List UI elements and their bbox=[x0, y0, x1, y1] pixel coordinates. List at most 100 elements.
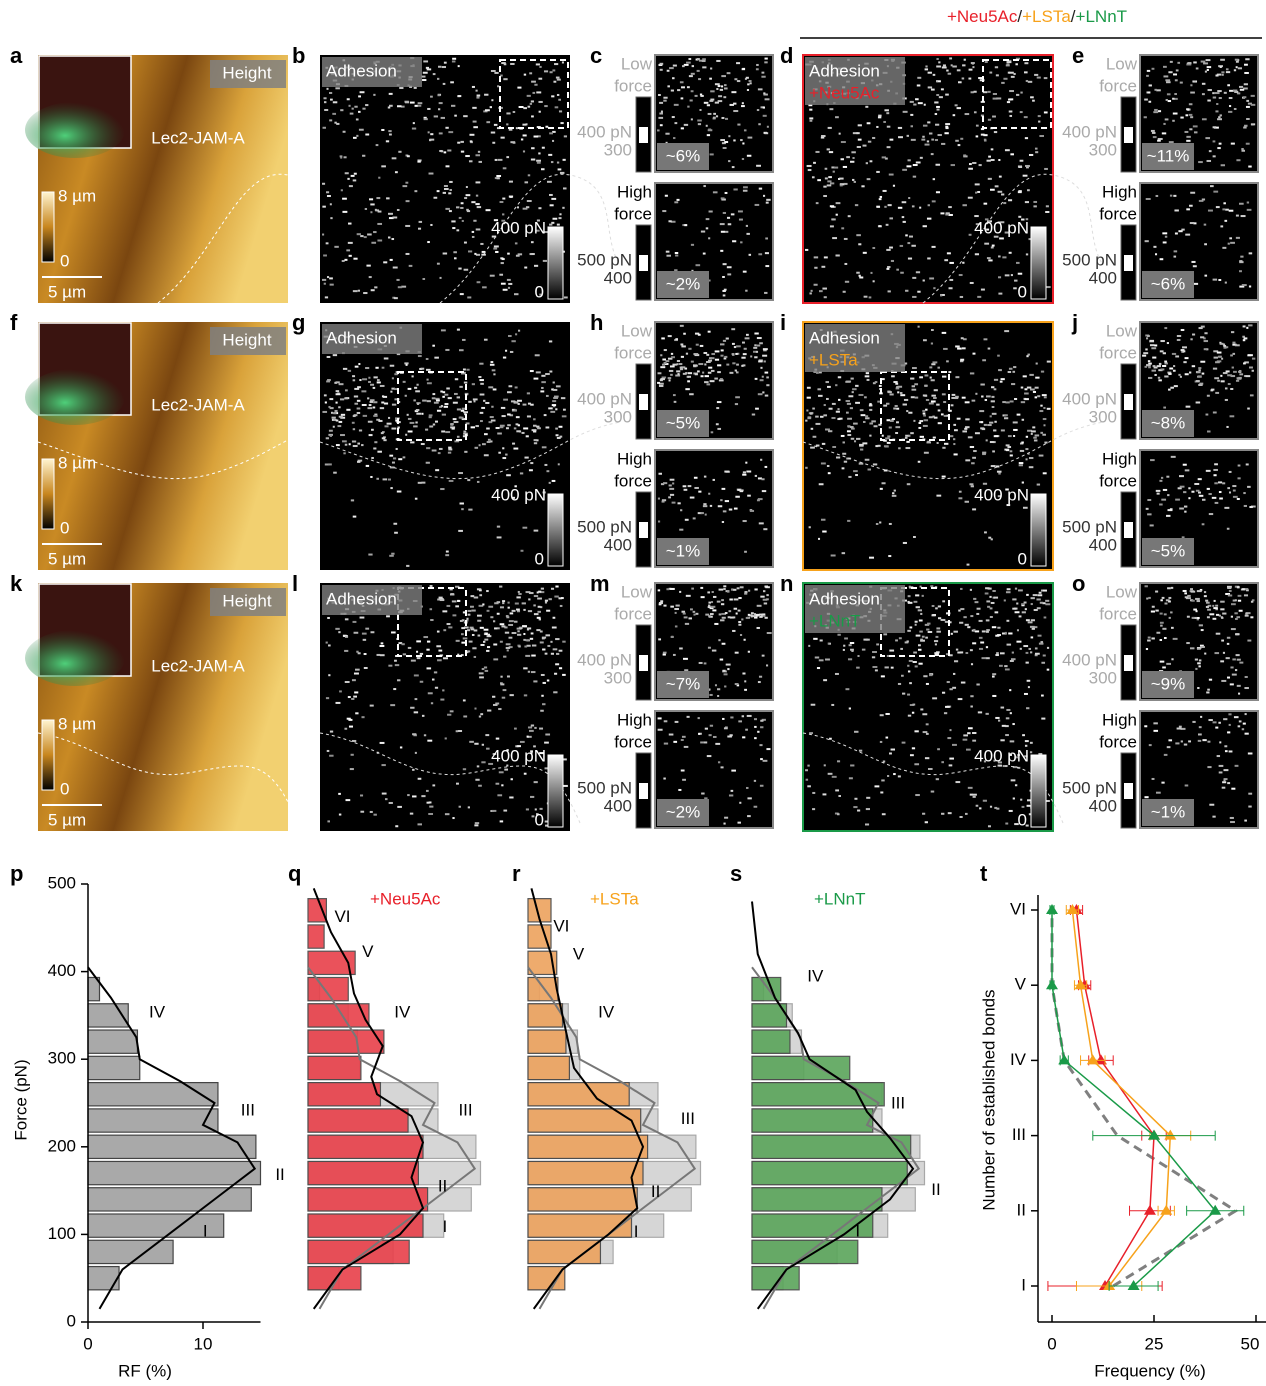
speckle bbox=[962, 430, 967, 432]
speckle bbox=[836, 202, 841, 204]
speckle bbox=[828, 472, 831, 474]
speckle bbox=[1045, 211, 1049, 213]
speckle bbox=[553, 397, 558, 399]
speckle bbox=[353, 621, 357, 623]
speckle bbox=[1181, 740, 1183, 742]
speckle bbox=[701, 231, 705, 233]
colorbar-label: 400 pN bbox=[974, 218, 1029, 237]
speckle bbox=[763, 760, 768, 762]
speckle bbox=[1163, 352, 1166, 354]
speckle bbox=[472, 647, 476, 649]
speckle bbox=[979, 807, 981, 809]
speckle bbox=[459, 349, 464, 351]
speckle bbox=[742, 474, 746, 476]
speckle bbox=[869, 435, 871, 437]
speckle bbox=[1206, 470, 1211, 472]
speckle bbox=[922, 636, 925, 638]
speckle bbox=[681, 739, 684, 741]
speckle bbox=[406, 253, 410, 255]
speckle bbox=[756, 165, 761, 167]
speckle bbox=[429, 414, 433, 416]
speckle bbox=[490, 364, 495, 366]
speckle bbox=[1025, 201, 1029, 203]
speckle bbox=[1180, 376, 1182, 378]
speckle bbox=[531, 655, 535, 657]
speckle bbox=[1009, 72, 1014, 74]
peak-label: I bbox=[203, 1221, 208, 1240]
speckle bbox=[432, 393, 435, 395]
speckle bbox=[413, 425, 418, 427]
speckle bbox=[1220, 601, 1225, 603]
speckle bbox=[541, 674, 545, 676]
speckle bbox=[343, 131, 346, 133]
colorbar-label: 500 pN bbox=[577, 778, 632, 797]
speckle bbox=[1213, 155, 1216, 157]
speckle bbox=[339, 814, 341, 816]
speckle bbox=[555, 106, 559, 108]
panel-letter: d bbox=[780, 43, 793, 68]
speckle bbox=[395, 664, 399, 666]
speckle bbox=[460, 293, 464, 295]
speckle bbox=[522, 527, 527, 529]
speckle bbox=[454, 115, 457, 117]
speckle bbox=[547, 645, 550, 647]
speckle bbox=[443, 253, 447, 255]
speckle bbox=[695, 95, 698, 97]
speckle bbox=[470, 595, 474, 597]
speckle bbox=[1249, 285, 1251, 287]
speckle bbox=[1206, 414, 1209, 416]
speckle bbox=[669, 484, 672, 486]
speckle bbox=[854, 731, 858, 733]
speckle bbox=[529, 72, 532, 74]
colorbar-label: 0 bbox=[535, 282, 544, 301]
speckle bbox=[531, 241, 534, 243]
speckle bbox=[352, 740, 356, 742]
speckle bbox=[706, 227, 708, 229]
speckle bbox=[919, 631, 922, 633]
speckle bbox=[360, 794, 363, 796]
speckle bbox=[1190, 588, 1193, 590]
speckle bbox=[724, 356, 727, 358]
speckle bbox=[475, 779, 479, 781]
speckle bbox=[732, 166, 735, 168]
speckle bbox=[728, 160, 730, 162]
speckle bbox=[725, 118, 728, 120]
speckle bbox=[1044, 616, 1047, 618]
speckle bbox=[528, 671, 530, 673]
speckle bbox=[493, 620, 495, 622]
speckle bbox=[380, 385, 385, 387]
speckle bbox=[1197, 648, 1201, 650]
speckle bbox=[880, 488, 883, 490]
speckle bbox=[488, 386, 493, 388]
speckle bbox=[1168, 509, 1173, 511]
speckle bbox=[913, 164, 918, 166]
speckle bbox=[914, 383, 918, 385]
speckle bbox=[1209, 804, 1214, 806]
speckle bbox=[743, 190, 748, 192]
speckle bbox=[493, 704, 498, 706]
speckle bbox=[369, 198, 373, 200]
speckle bbox=[932, 361, 937, 363]
speckle bbox=[743, 520, 747, 522]
x-tick-label: 0 bbox=[83, 1334, 92, 1353]
speckle bbox=[486, 650, 489, 652]
speckle bbox=[989, 422, 993, 424]
speckle bbox=[525, 639, 529, 641]
speckle bbox=[965, 501, 969, 503]
speckle bbox=[675, 338, 678, 340]
speckle bbox=[377, 379, 380, 381]
speckle bbox=[991, 602, 995, 604]
speckle bbox=[886, 403, 889, 405]
speckle bbox=[943, 348, 948, 350]
speckle bbox=[528, 726, 532, 728]
speckle bbox=[381, 764, 385, 766]
speckle bbox=[1208, 493, 1211, 495]
speckle bbox=[739, 802, 741, 804]
speckle bbox=[1207, 395, 1210, 397]
speckle bbox=[363, 292, 367, 294]
speckle bbox=[506, 123, 508, 125]
speckle bbox=[1026, 436, 1028, 438]
speckle bbox=[710, 725, 713, 727]
speckle bbox=[385, 798, 388, 800]
speckle bbox=[1026, 619, 1030, 621]
